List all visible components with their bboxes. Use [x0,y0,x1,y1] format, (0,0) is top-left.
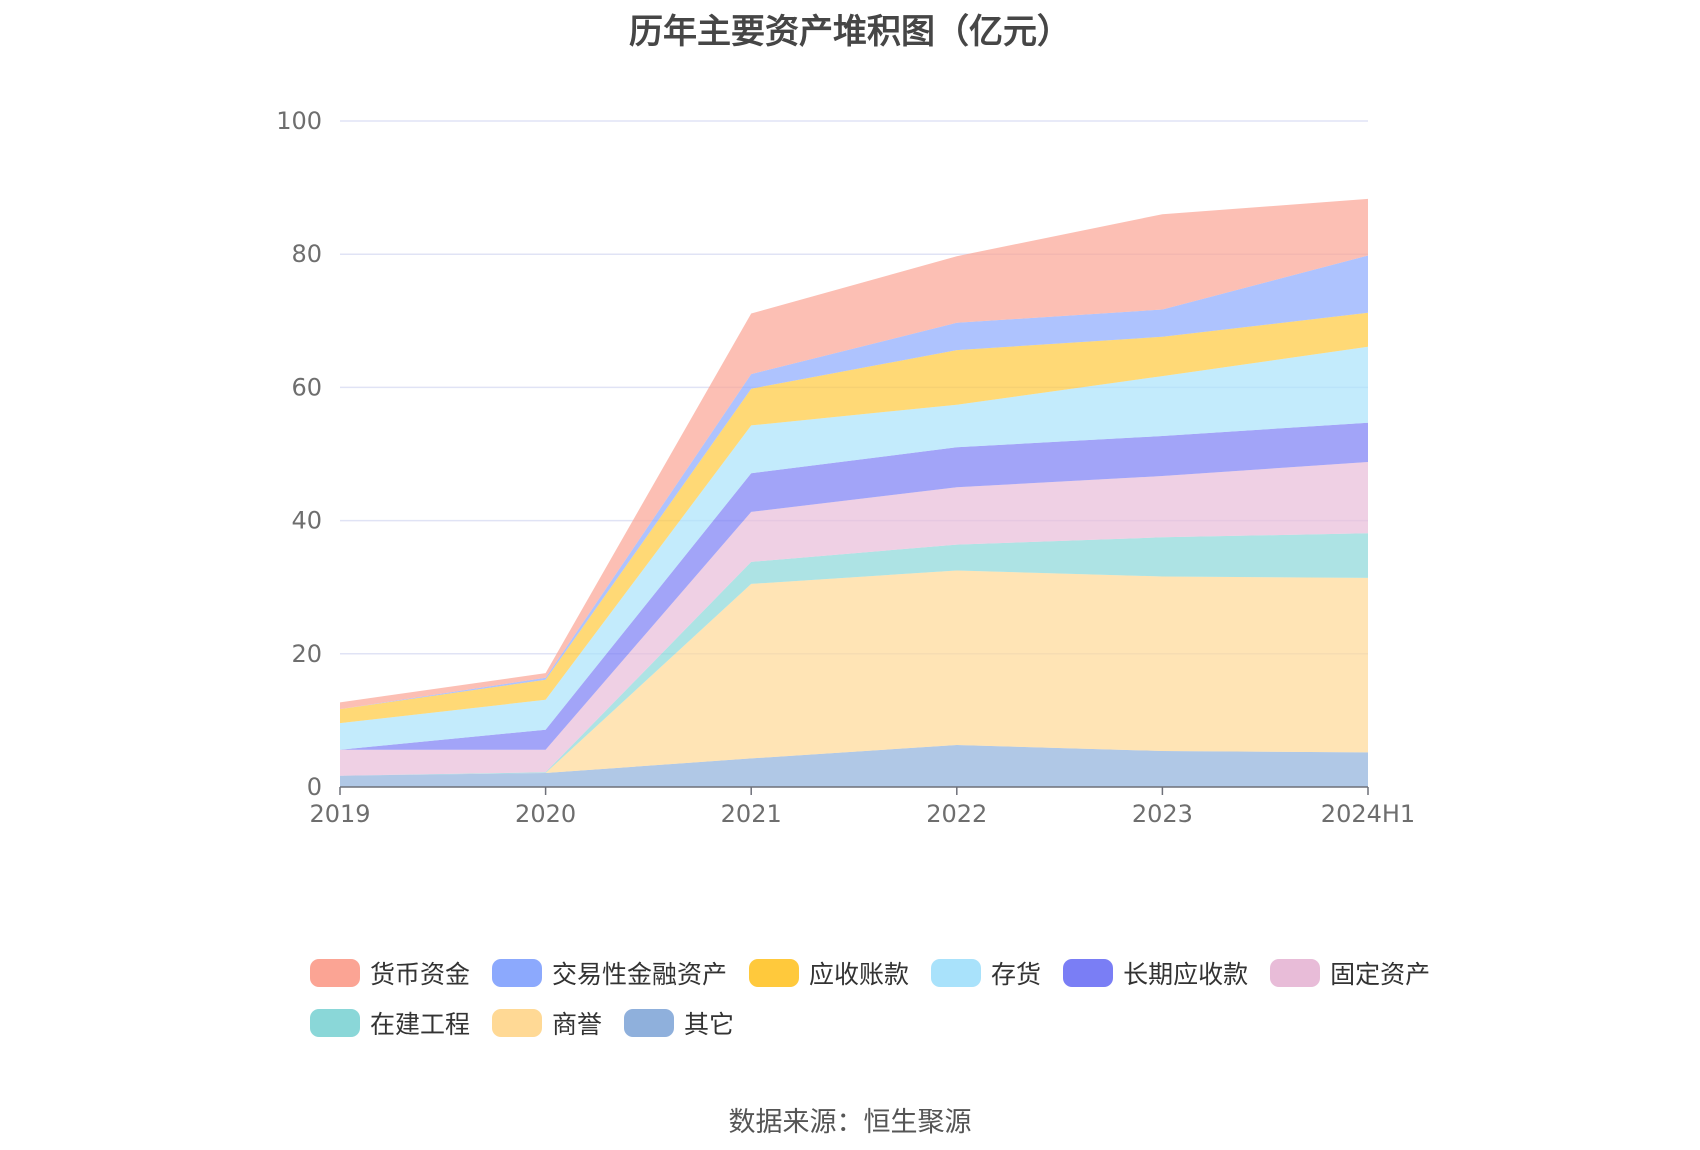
legend-swatch [310,959,360,987]
data-source-note: 数据来源：恒生聚源 [728,1107,972,1138]
legend: 货币资金 交易性金融资产 应收账款 存货 长期应收款 固定资产 在建工程 商誉 其它 [310,948,1460,1048]
legend-swatch [1270,959,1321,987]
area-应收账款 [340,312,1368,724]
legend-row: 货币资金 交易性金融资产 应收账款 存货 长期应收款 固定资产 [310,948,1460,998]
legend-swatch [1063,959,1114,987]
legend-item[interactable]: 交易性金融资产 [492,955,727,991]
legend-swatch [492,959,543,987]
y-tick-label: 40 [291,507,322,535]
legend-item[interactable]: 商誉 [492,1005,602,1041]
legend-item[interactable]: 固定资产 [1270,955,1430,991]
y-tick-label: 100 [276,107,322,135]
legend-swatch [310,1009,360,1037]
legend-label: 货币资金 [370,960,471,989]
area-在建工程 [340,533,1368,776]
area-货币资金 [340,198,1368,710]
area-长期应收款 [340,422,1368,750]
axes: 0 20 40 60 80 100 2019 2020 2021 2022 2023 2024H1 [276,107,1415,828]
chart-title: 历年主要资产堆积图（亿元） [629,12,1071,52]
y-tick-label: 20 [291,640,322,668]
y-tick-label: 60 [291,373,322,401]
legend-swatch [624,1009,675,1037]
legend-item[interactable]: 存货 [931,955,1041,991]
x-tick-label: 2020 [515,800,576,828]
area-商誉 [340,570,1368,776]
x-tick-label: 2021 [721,800,782,828]
legend-label: 商誉 [552,1010,603,1039]
legend-item[interactable]: 应收账款 [749,955,909,991]
legend-label: 固定资产 [1330,960,1431,989]
legend-label: 交易性金融资产 [552,960,728,989]
x-tick-label: 2019 [309,800,370,828]
legend-row: 在建工程 商誉 其它 [310,998,1460,1048]
legend-item[interactable]: 在建工程 [310,1005,470,1041]
legend-swatch [492,1009,543,1037]
area-固定资产 [340,462,1368,776]
legend-item[interactable]: 货币资金 [310,955,470,991]
y-tick-label: 80 [291,240,322,268]
y-tick-label: 0 [307,773,322,801]
legend-label: 存货 [991,960,1042,989]
legend-swatch [931,959,982,987]
legend-swatch [749,959,800,987]
area-存货 [340,346,1368,750]
area-series [340,198,1368,787]
legend-label: 在建工程 [370,1010,471,1039]
legend-item[interactable]: 其它 [624,1005,734,1041]
area-交易性金融资产 [340,255,1368,710]
stacked-area-chart: 0 20 40 60 80 100 2019 2020 2021 2022 2023 2024H1 [276,107,1415,828]
x-tick-label: 2024H1 [1321,800,1415,828]
legend-item[interactable]: 长期应收款 [1063,955,1248,991]
legend-label: 其它 [684,1010,735,1039]
legend-label: 长期应收款 [1123,960,1249,989]
legend-label: 应收账款 [809,960,910,989]
x-tick-label: 2022 [926,800,987,828]
area-其它 [340,745,1368,787]
x-tick-label: 2023 [1132,800,1193,828]
